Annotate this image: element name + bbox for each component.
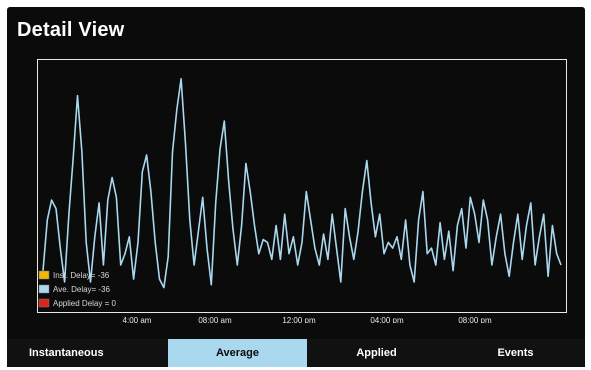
legend-label: Inst. Delay= -36 xyxy=(53,271,110,280)
legend-swatch xyxy=(38,298,50,308)
x-tick-label: 4:00 am xyxy=(123,316,152,323)
x-tick-label: 12:00 pm xyxy=(282,316,316,323)
legend-swatch xyxy=(38,284,50,294)
tab-average[interactable]: Average xyxy=(168,339,307,367)
page-title: Detail View xyxy=(17,19,125,41)
legend-label: Ave. Delay= -36 xyxy=(53,285,111,294)
tab-events[interactable]: Events xyxy=(446,339,585,367)
x-tick-label: 04:00 pm xyxy=(370,316,404,323)
plot-frame xyxy=(37,59,567,313)
x-tick-label: 08:00 am xyxy=(198,316,232,323)
tab-instantaneous[interactable]: Instantaneous xyxy=(7,339,168,367)
x-tick-label: 08:00 pm xyxy=(458,316,492,323)
series-line xyxy=(42,78,562,289)
legend-swatch xyxy=(38,270,50,280)
tab-applied[interactable]: Applied xyxy=(307,339,446,367)
detail-view-panel: Detail View 403020100-10-20-30-404:00 am… xyxy=(7,7,585,367)
legend-label: Applied Delay = 0 xyxy=(53,299,116,308)
view-tabs: Instantaneous Average Applied Events xyxy=(7,339,585,367)
